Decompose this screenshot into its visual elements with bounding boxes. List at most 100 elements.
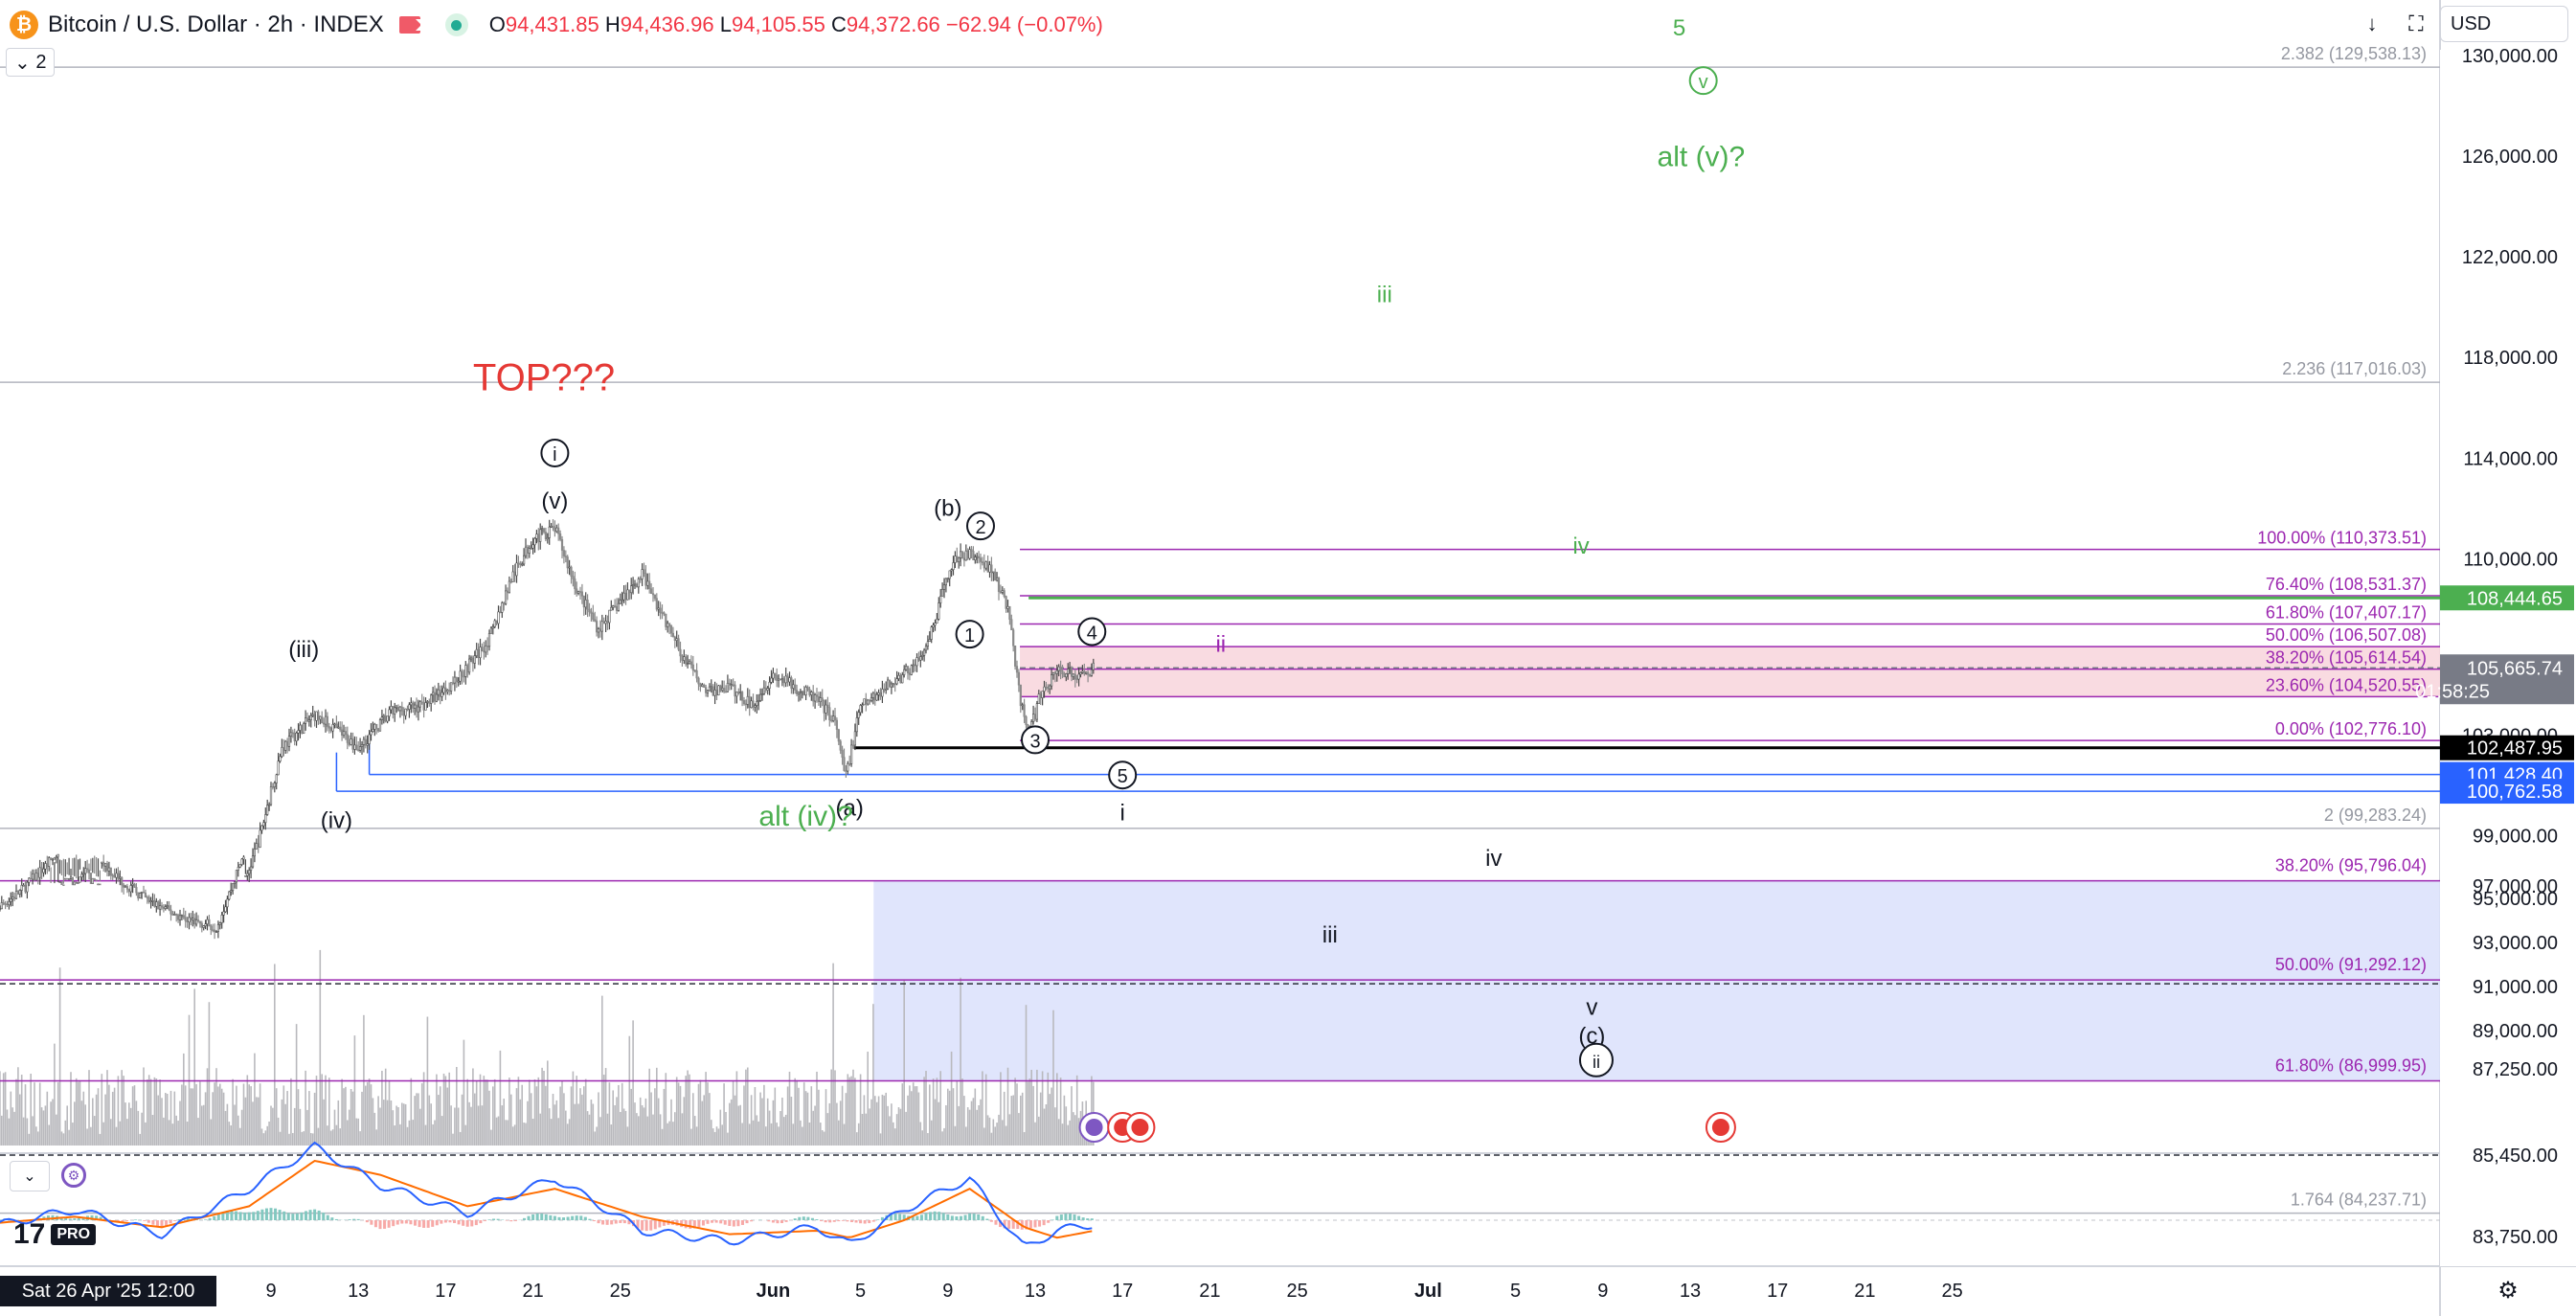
volume-bar bbox=[290, 1078, 292, 1146]
candle-body bbox=[663, 612, 666, 615]
market-status-icon[interactable] bbox=[444, 13, 468, 36]
candle-body bbox=[626, 589, 629, 601]
volume-bar bbox=[264, 1130, 267, 1146]
volume-bar bbox=[143, 1067, 145, 1146]
volume-bar bbox=[533, 1078, 536, 1146]
candle-body bbox=[273, 783, 276, 787]
price-tick-label: 87,250.00 bbox=[2473, 1059, 2558, 1080]
wave-circle bbox=[1021, 725, 1050, 755]
wave-label: 1 bbox=[964, 625, 975, 647]
wave-label: iv bbox=[1572, 533, 1589, 559]
volume-bar bbox=[441, 1116, 443, 1146]
volume-bar bbox=[641, 1104, 644, 1146]
macd-histogram-bar bbox=[216, 1214, 220, 1220]
candle-body bbox=[289, 732, 293, 737]
volume-bar bbox=[1006, 1067, 1009, 1146]
candle-body bbox=[588, 608, 591, 613]
volume-bar bbox=[183, 1053, 185, 1146]
volume-bar bbox=[256, 1097, 258, 1146]
flag-icon[interactable] bbox=[398, 16, 421, 34]
candle-body bbox=[259, 829, 261, 848]
symbol-title[interactable]: Bitcoin / U.S. Dollar · 2h · INDEX bbox=[48, 11, 384, 37]
layers-toggle[interactable]: ⌄ 2 bbox=[6, 48, 56, 77]
wave-label: alt (iv)? bbox=[758, 801, 852, 832]
candle-body bbox=[566, 556, 569, 569]
candle-body bbox=[730, 684, 733, 686]
download-icon[interactable]: ↓ bbox=[2366, 11, 2378, 35]
macd-histogram-bar bbox=[745, 1220, 749, 1224]
bitcoin-icon[interactable]: ₿ bbox=[10, 11, 38, 39]
volume-bar bbox=[1059, 1078, 1062, 1146]
volume-bar bbox=[355, 1118, 358, 1146]
candle-body bbox=[667, 623, 669, 627]
candle-body bbox=[959, 551, 962, 558]
candle-body bbox=[628, 589, 631, 594]
candle-body bbox=[33, 873, 36, 881]
macd-histogram-bar bbox=[509, 1220, 513, 1222]
candle-body bbox=[228, 891, 231, 900]
macd-histogram-bar bbox=[898, 1214, 902, 1220]
volume-bar bbox=[750, 1095, 753, 1146]
volume-bar bbox=[277, 1117, 280, 1146]
volume-bar bbox=[246, 1075, 249, 1146]
fib-zone-box bbox=[1020, 647, 2440, 697]
volume-bar bbox=[74, 1101, 76, 1146]
volume-bar bbox=[983, 1127, 985, 1146]
correction-zone bbox=[873, 647, 2440, 1081]
volume-bar bbox=[568, 1119, 571, 1146]
price-tick-label: 126,000.00 bbox=[2462, 147, 2558, 168]
low-value: 94,105.55 bbox=[732, 12, 825, 36]
candle-body bbox=[825, 704, 827, 714]
candle-body bbox=[415, 704, 418, 713]
macd-histogram-bar bbox=[1038, 1220, 1042, 1227]
volume-bar bbox=[766, 1098, 769, 1146]
macd-histogram-bar bbox=[740, 1220, 744, 1225]
volume-bar bbox=[545, 1085, 547, 1146]
volume-bar bbox=[652, 1114, 654, 1146]
candle-body bbox=[602, 621, 605, 624]
volume-bar bbox=[543, 1071, 545, 1146]
volume-bar bbox=[22, 1117, 25, 1146]
volume-bar bbox=[765, 1126, 767, 1146]
volume-bar bbox=[272, 1107, 274, 1146]
candle-body bbox=[422, 702, 425, 711]
macd-histogram-bar bbox=[465, 1220, 469, 1227]
candle-body bbox=[631, 584, 635, 587]
volume-bar bbox=[454, 1107, 456, 1146]
layers-count: 2 bbox=[35, 51, 47, 73]
macd-histogram-bar bbox=[173, 1220, 177, 1221]
wave-circle bbox=[1077, 617, 1107, 647]
currency-select[interactable]: USD bbox=[2440, 6, 2568, 42]
volume-bar bbox=[397, 1106, 399, 1146]
indicator-settings-icon[interactable]: ⚙ bbox=[61, 1163, 86, 1188]
macd-histogram-bar bbox=[849, 1220, 853, 1222]
volume-bar bbox=[783, 1117, 785, 1146]
candle-body bbox=[928, 639, 931, 643]
candle-body bbox=[151, 900, 154, 902]
macd-histogram-bar bbox=[736, 1220, 740, 1227]
macd-histogram-bar bbox=[824, 1220, 827, 1223]
candle-body bbox=[1021, 704, 1024, 707]
gear-icon[interactable]: ⚙ bbox=[2497, 1277, 2519, 1304]
candle-body bbox=[643, 569, 645, 574]
candle-body bbox=[750, 700, 753, 709]
candle-body bbox=[544, 532, 547, 540]
candle-body bbox=[821, 697, 824, 701]
candle-body bbox=[48, 857, 51, 867]
candle-body bbox=[121, 876, 124, 886]
macd-histogram-bar bbox=[662, 1220, 666, 1226]
volume-bar bbox=[929, 1084, 931, 1146]
candle-body bbox=[75, 881, 78, 884]
volume-bar bbox=[515, 1088, 518, 1146]
candle-body bbox=[786, 675, 789, 683]
fullscreen-icon[interactable]: ⛶ bbox=[2408, 11, 2424, 35]
volume-bar bbox=[1016, 1083, 1018, 1146]
candle-body bbox=[240, 858, 243, 865]
wave-label: (v) bbox=[541, 488, 568, 514]
collapse-pane-button[interactable]: ⌄ bbox=[10, 1161, 50, 1191]
candle-body bbox=[1065, 673, 1068, 678]
volume-bar bbox=[778, 1126, 780, 1146]
volume-bar bbox=[1036, 1069, 1038, 1146]
wave-label: ii bbox=[1593, 1053, 1600, 1072]
